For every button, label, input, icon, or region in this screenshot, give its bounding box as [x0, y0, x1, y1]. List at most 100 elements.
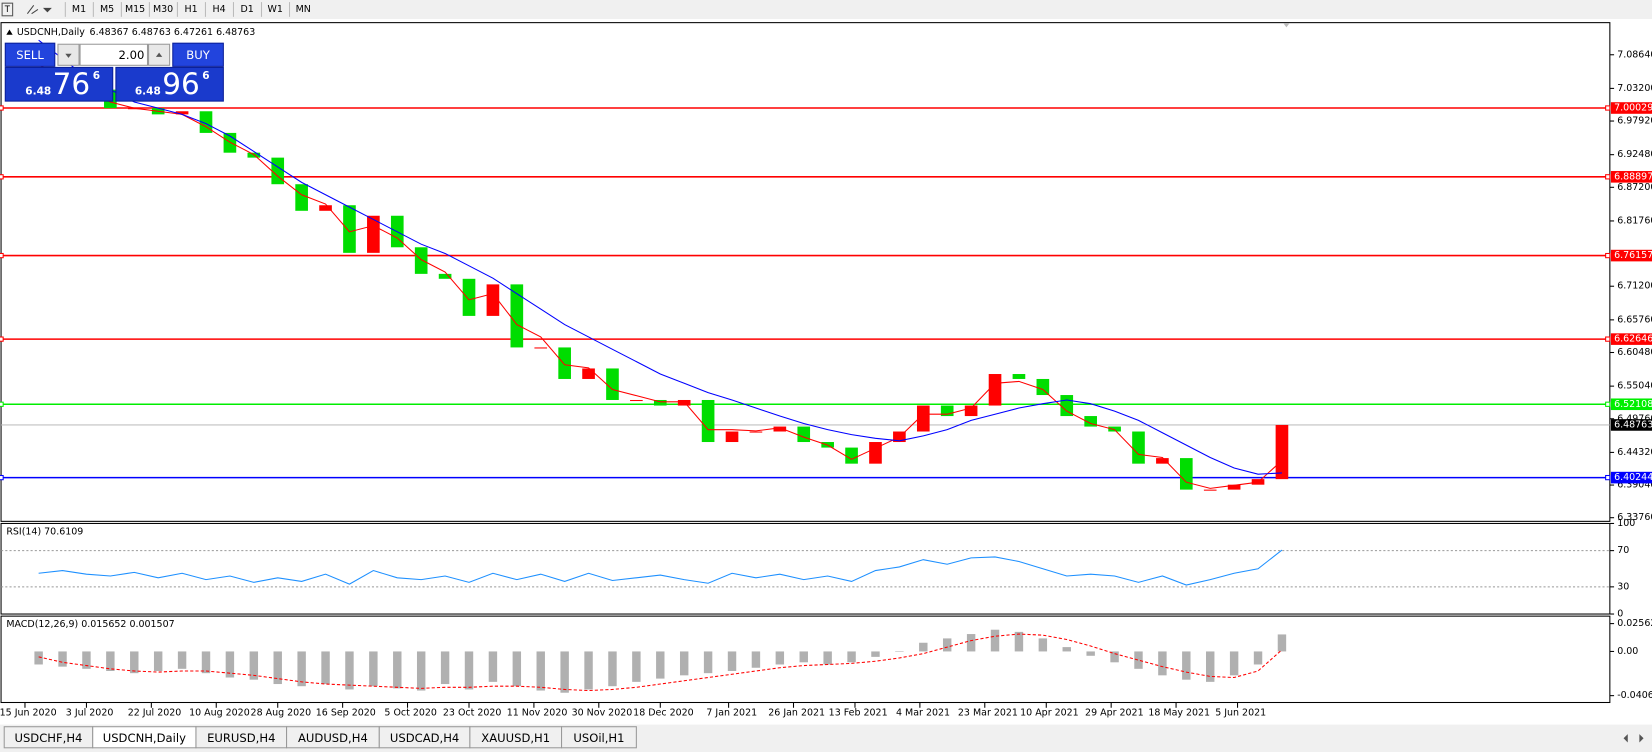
level-handle[interactable]: [1605, 252, 1611, 259]
candle: [797, 426, 811, 443]
candle: [869, 442, 882, 464]
tab-label: EURUSD,H4: [207, 731, 275, 745]
candle: [343, 205, 356, 253]
x-tick-label: 10 Aug 2020: [189, 708, 250, 719]
tab-label: AUDUSD,H4: [298, 731, 368, 745]
macd-bar: [871, 651, 880, 657]
timeframe-button[interactable]: M5: [100, 4, 114, 15]
macd-bar: [130, 651, 139, 674]
level-handle[interactable]: [0, 252, 4, 259]
macd-bar: [1110, 651, 1119, 663]
sell-button[interactable]: [4, 42, 56, 67]
timeframe-button[interactable]: M30: [153, 4, 173, 15]
rsi-pane-frame: [0, 522, 1611, 615]
candle: [630, 399, 643, 402]
y-tick-label: 30: [1617, 581, 1629, 592]
level-handle[interactable]: [0, 401, 4, 407]
macd-bar: [393, 651, 402, 689]
timeframe-button[interactable]: MN: [296, 4, 311, 15]
y-tick-label: 0.025623: [1617, 618, 1652, 629]
candle: [1132, 431, 1145, 464]
macd-bar: [560, 651, 569, 693]
x-tick-label: 26 Jan 2021: [768, 708, 825, 719]
macd-bar: [1038, 638, 1048, 652]
buy-price-box[interactable]: [115, 66, 224, 102]
ohlc-label: 6.48367 6.48763 6.47261 6.48763: [90, 27, 256, 38]
candle: [653, 399, 667, 406]
price-axis: 7.08640 7.03200 6.97920 6.92480 6.87200 6.817…: [0, 49, 1652, 719]
y-tick-label: 6.44320: [1617, 447, 1652, 458]
tab-scroll[interactable]: [1623, 734, 1644, 743]
up-arrow: [155, 52, 163, 57]
macd-bar: [799, 651, 808, 663]
timeframe-button[interactable]: H1: [185, 4, 198, 15]
timeframe-button[interactable]: W1: [267, 4, 282, 15]
candle: [582, 368, 595, 379]
x-tick-label: 15 Jun 2020: [0, 708, 57, 719]
candle: [510, 284, 524, 348]
collapse-arrow[interactable]: [6, 29, 13, 35]
level-tag: [1610, 102, 1652, 114]
macd-bar: [608, 651, 617, 687]
macd-bar: [321, 651, 330, 685]
level-handle[interactable]: [1605, 401, 1611, 407]
level-handle[interactable]: [0, 336, 4, 342]
one-click-trading-panel: SELL 2.00 BUY 6.48 76 6 6.48 96 6: [4, 42, 224, 102]
macd-bar: [703, 651, 713, 674]
macd-bar: [536, 651, 545, 691]
level-handle[interactable]: [1605, 336, 1611, 342]
tab[interactable]: [561, 726, 637, 749]
macd-bar: [249, 651, 259, 680]
buy-button[interactable]: [172, 42, 224, 67]
timeframe-button[interactable]: M15: [125, 4, 145, 15]
x-tick-label: 16 Sep 2020: [316, 708, 376, 719]
shift-marker: [1283, 23, 1290, 28]
macd-bar: [153, 651, 163, 671]
candle: [1275, 424, 1289, 480]
y-tick-label: 0: [1617, 609, 1623, 620]
level-handle[interactable]: [0, 474, 4, 481]
timeframe-button[interactable]: M1: [72, 4, 86, 15]
x-tick-label: 23 Oct 2020: [443, 708, 502, 719]
x-tick-label: 18 Dec 2020: [633, 708, 694, 719]
macd-bar: [440, 651, 450, 685]
down-arrow: [65, 53, 72, 58]
rsi-line: [38, 549, 1283, 586]
lots-input[interactable]: [79, 43, 149, 66]
sell-price-box[interactable]: [4, 66, 114, 102]
candle: [295, 184, 308, 211]
macd-bar: [966, 634, 976, 652]
candle: [1084, 416, 1097, 427]
indicator-title: MACD(12,26,9) 0.015652 0.001507: [6, 619, 174, 630]
pane-candlestick: [1, 39, 1610, 491]
macd-bar: [225, 651, 235, 678]
buy-label: BUY: [186, 48, 210, 62]
y-tick-label: 6.65760: [1617, 314, 1652, 325]
level-handle[interactable]: [0, 174, 4, 180]
level-handle[interactable]: [0, 105, 4, 111]
level-handle[interactable]: [1605, 105, 1611, 111]
sell-big-figure: 6.48: [25, 86, 51, 98]
x-tick-label: 5 Oct 2020: [384, 708, 437, 719]
level-tag: [1610, 249, 1652, 262]
buy-pips: 96: [162, 67, 200, 101]
macd-bar: [584, 651, 593, 690]
tab-label: XAUUSD,H1: [481, 731, 550, 745]
timeframe-button[interactable]: H4: [213, 4, 226, 15]
candle: [558, 347, 571, 379]
buy-point: 6: [202, 70, 209, 82]
toolbar-icon[interactable]: [1, 2, 14, 17]
y-tick-label: 6.71200: [1617, 281, 1652, 292]
candle: [606, 368, 619, 400]
level-handle[interactable]: [1605, 174, 1611, 180]
y-tick-label: 0.00: [1617, 646, 1638, 657]
macd-bar: [1158, 651, 1167, 676]
macd-bar: [106, 651, 115, 671]
toolbar-icon[interactable]: [26, 4, 52, 15]
y-tick-label: 6.92480: [1617, 149, 1652, 160]
candle: [534, 347, 548, 349]
level-handle[interactable]: [1605, 474, 1611, 481]
timeframe-button[interactable]: D1: [241, 4, 254, 15]
y-tick-label: 6.55040: [1617, 381, 1652, 392]
